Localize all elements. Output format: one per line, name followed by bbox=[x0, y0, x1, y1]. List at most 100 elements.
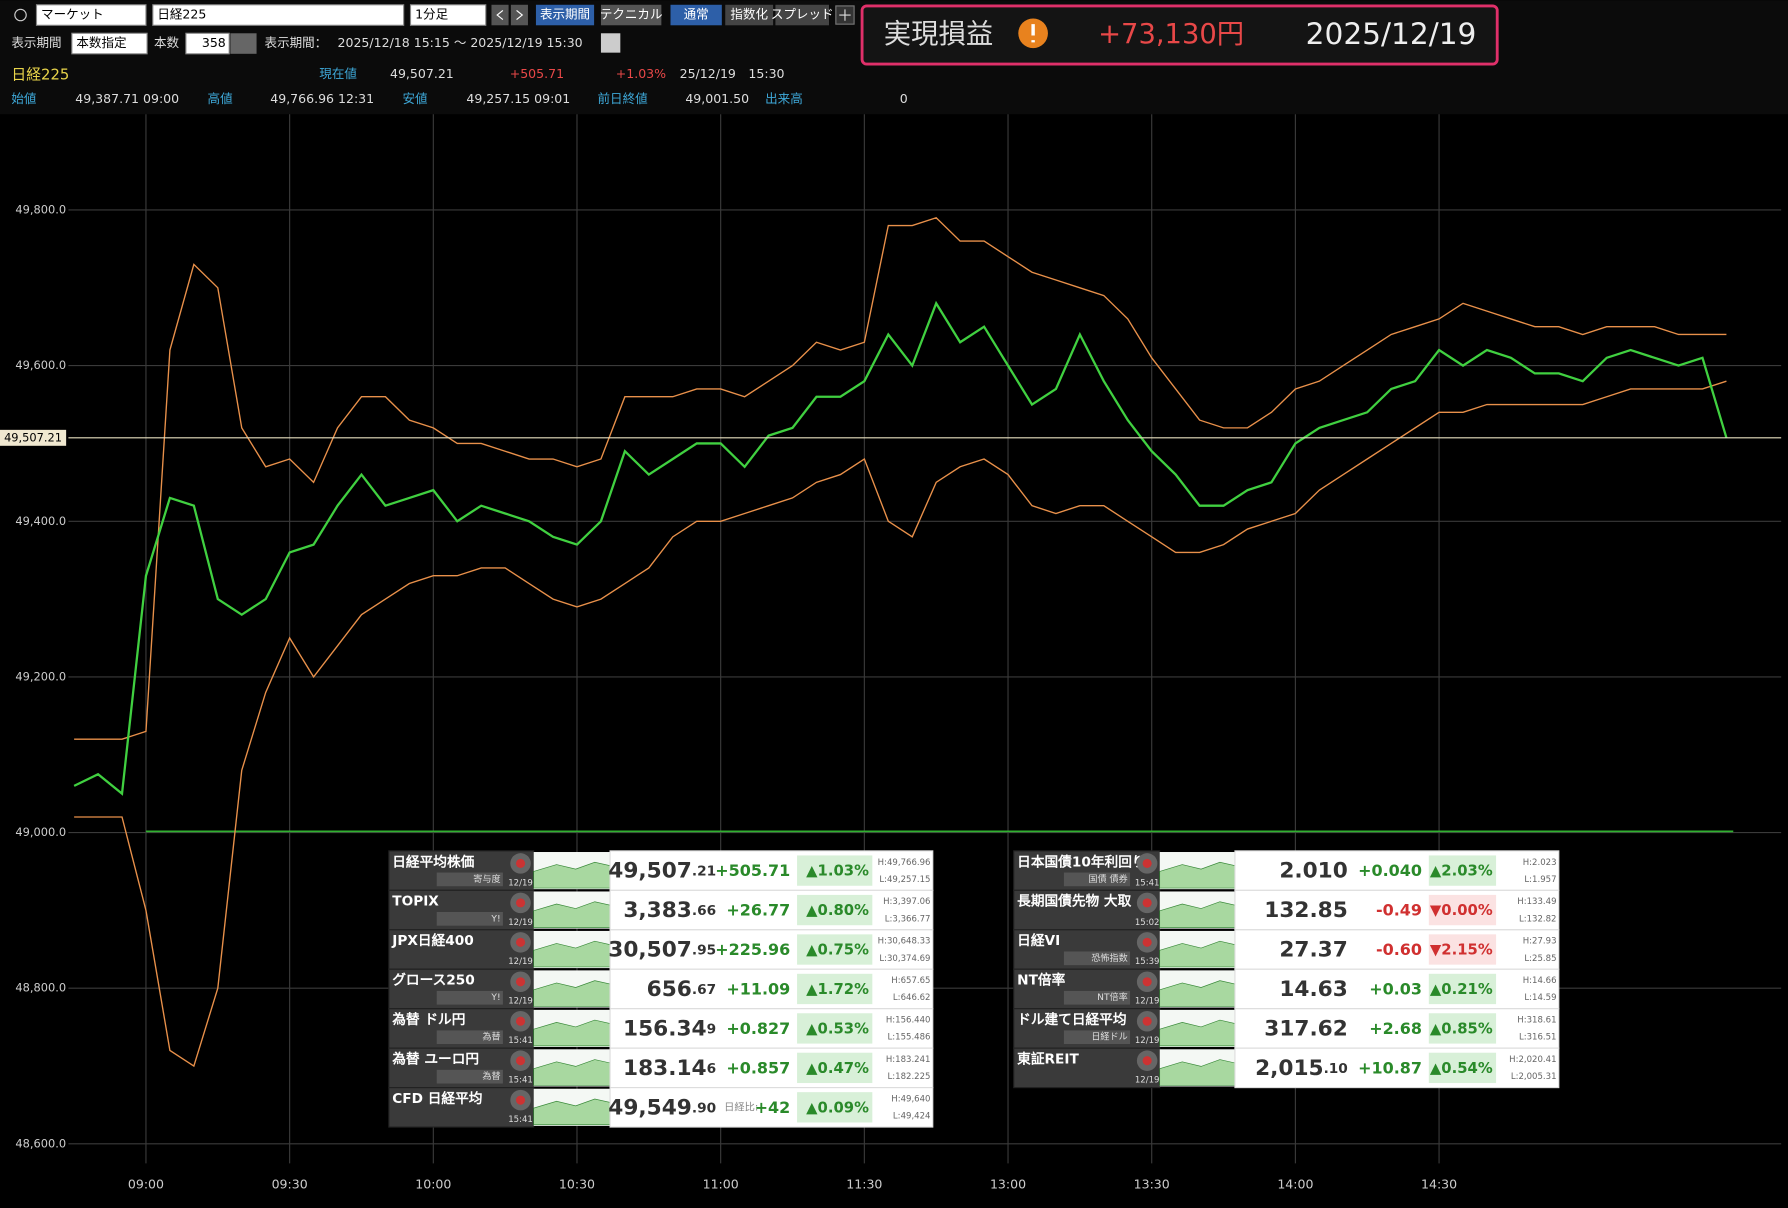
name-cell bbox=[1013, 1047, 1161, 1089]
status-dot bbox=[515, 858, 526, 868]
count-spinner[interactable] bbox=[230, 33, 257, 54]
change-pct: +1.03% bbox=[616, 66, 666, 81]
market-value: 30,507.95 bbox=[608, 938, 716, 963]
value-small: .90 bbox=[692, 1100, 716, 1116]
tag-box bbox=[436, 872, 503, 887]
sparkline bbox=[533, 861, 611, 889]
market-name: NT倍率 bbox=[1017, 972, 1065, 989]
tag-box bbox=[436, 1030, 503, 1045]
toolbar-button[interactable] bbox=[670, 4, 722, 26]
market-change: +0.857 bbox=[726, 1059, 790, 1078]
market-high: H:318.61 bbox=[1517, 1016, 1556, 1026]
market-tag: Y! bbox=[490, 914, 500, 924]
pct-cell bbox=[797, 894, 873, 926]
sparkline bbox=[1159, 861, 1236, 889]
toolbar-button[interactable] bbox=[600, 4, 662, 26]
value-cell bbox=[609, 968, 934, 1010]
market-pct: ▲0.75% bbox=[806, 942, 869, 959]
volume-value: 0 bbox=[900, 91, 908, 106]
pct-cell bbox=[797, 1052, 873, 1084]
market-pct: ▼0.00% bbox=[1430, 902, 1493, 919]
prev-button[interactable] bbox=[491, 4, 509, 26]
market-tag: 恐怖指数 bbox=[1091, 952, 1127, 964]
market-name: グロース250 bbox=[392, 972, 475, 989]
sparkline bbox=[1159, 1059, 1236, 1086]
sparkline bbox=[533, 901, 611, 928]
x-tick-label: 11:00 bbox=[703, 1176, 739, 1191]
range-label: 表示期間： bbox=[265, 35, 328, 50]
x-tick-label: 14:00 bbox=[1277, 1176, 1313, 1191]
value-small: 6 bbox=[707, 1061, 717, 1077]
market-select[interactable] bbox=[35, 4, 147, 26]
market-select-text: マーケット bbox=[41, 7, 104, 22]
value-cell bbox=[1234, 929, 1560, 970]
value-cell bbox=[1234, 1008, 1560, 1049]
value-cell bbox=[609, 1087, 934, 1128]
market-value: 3,383.66 bbox=[623, 898, 716, 923]
market-high: H:657.65 bbox=[891, 976, 930, 986]
y-tick-label: 48,600.0 bbox=[15, 1136, 66, 1150]
market-pct: ▲2.03% bbox=[1430, 863, 1493, 880]
market-low: L:49,424 bbox=[893, 1112, 931, 1122]
toolbar-button[interactable] bbox=[775, 4, 830, 26]
market-name: 日経平均株価 bbox=[392, 853, 474, 870]
market-low: L:2,005.31 bbox=[1511, 1072, 1557, 1082]
market-high: H:27.93 bbox=[1523, 937, 1557, 947]
link-icon[interactable] bbox=[14, 8, 27, 22]
pct-cell bbox=[797, 973, 873, 1005]
market-value: 656.67 bbox=[647, 977, 716, 1002]
pct-cell bbox=[1428, 855, 1497, 886]
market-time: 12/19 bbox=[508, 997, 533, 1007]
pct-cell bbox=[1428, 934, 1497, 965]
pct-cell bbox=[797, 1092, 873, 1123]
prev-label: 前日終値 bbox=[598, 91, 649, 106]
market-time: 12/19 bbox=[1135, 997, 1160, 1007]
x-tick-label: 13:30 bbox=[1134, 1176, 1170, 1191]
name-cell bbox=[388, 929, 535, 970]
market-time: 12/19 bbox=[508, 918, 533, 928]
extra-label: 日経比: bbox=[724, 1100, 758, 1113]
market-name: 為替 ユーロ円 bbox=[392, 1051, 479, 1068]
next-button[interactable] bbox=[510, 4, 528, 26]
market-name: TOPIX bbox=[392, 894, 439, 910]
pct-cell bbox=[797, 934, 873, 965]
market-low: L:25.85 bbox=[1524, 954, 1556, 964]
market-tag: 日経ドル bbox=[1091, 1031, 1127, 1043]
next-arrow bbox=[516, 10, 524, 21]
interval-select[interactable] bbox=[409, 4, 487, 26]
value-cell bbox=[609, 1047, 934, 1089]
value-cell bbox=[1234, 1047, 1560, 1089]
market-time: 15:39 bbox=[1135, 957, 1160, 967]
market-change: +0.03 bbox=[1369, 980, 1422, 999]
value-small: .66 bbox=[692, 903, 716, 919]
toolbar-button[interactable] bbox=[535, 4, 595, 26]
toolbar-button[interactable] bbox=[725, 4, 774, 26]
toolbar-button-label: 指数化 bbox=[730, 7, 768, 22]
reset-button[interactable] bbox=[600, 33, 621, 53]
value-cell bbox=[1234, 850, 1560, 891]
mode-select[interactable] bbox=[71, 32, 148, 55]
pct-cell bbox=[1428, 1052, 1497, 1084]
market-change: +26.77 bbox=[726, 901, 790, 920]
high-value: 49,766.96 12:31 bbox=[270, 91, 374, 106]
value-cell bbox=[609, 1008, 934, 1049]
toolbar-button-label: テクニカル bbox=[600, 7, 663, 22]
market-name: 為替 ドル円 bbox=[392, 1011, 465, 1028]
x-tick-label: 13:00 bbox=[990, 1176, 1026, 1191]
market-high: H:183.241 bbox=[886, 1055, 931, 1065]
symbol-select[interactable] bbox=[152, 4, 405, 26]
mode-select-text: 本数指定 bbox=[76, 35, 127, 50]
market-time: 15:02 bbox=[1135, 918, 1160, 928]
market-change: +42 bbox=[755, 1098, 791, 1117]
market-change: +0.040 bbox=[1358, 861, 1422, 880]
x-tick-label: 11:30 bbox=[846, 1176, 882, 1191]
pct-cell bbox=[1428, 1013, 1497, 1044]
count-input[interactable] bbox=[185, 32, 230, 55]
market-time: 12/19 bbox=[508, 878, 533, 888]
x-tick-label: 14:30 bbox=[1421, 1176, 1457, 1191]
tag-box bbox=[1063, 872, 1131, 887]
market-time: 15:41 bbox=[508, 1036, 533, 1046]
sparkline bbox=[1159, 901, 1236, 928]
market-low: L:30,374.69 bbox=[879, 954, 930, 964]
